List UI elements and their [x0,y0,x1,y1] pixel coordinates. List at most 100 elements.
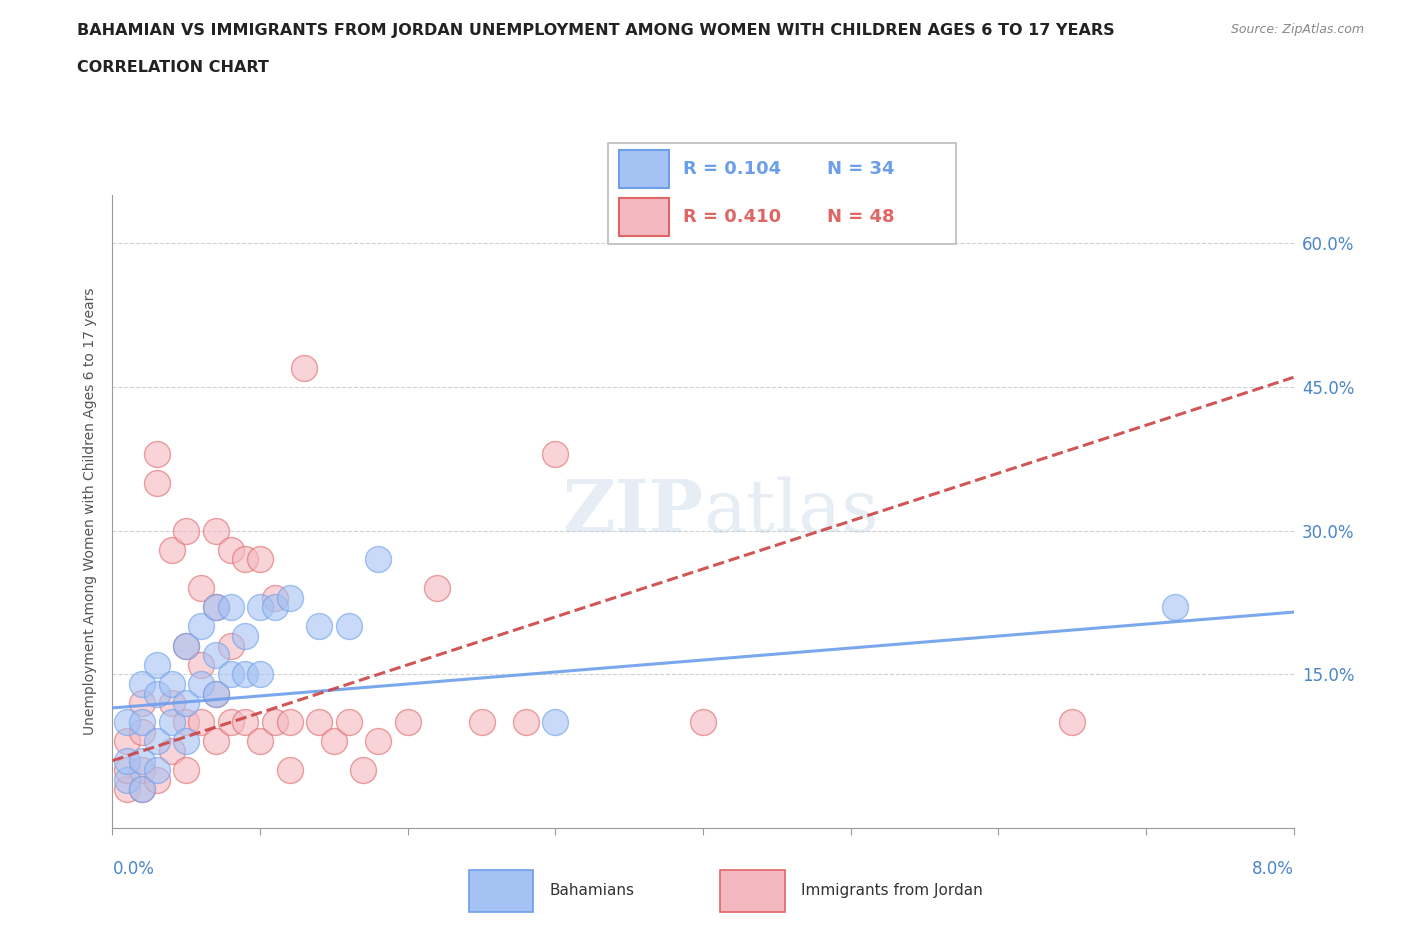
Text: atlas: atlas [703,476,879,547]
Text: Immigrants from Jordan: Immigrants from Jordan [800,883,983,898]
Point [160,696,183,711]
Point [117,715,138,730]
Text: N = 48: N = 48 [827,208,894,226]
Point [308,619,330,634]
Point [337,715,360,730]
Point [278,591,301,605]
Text: 8.0%: 8.0% [1251,860,1294,878]
Text: R = 0.104: R = 0.104 [683,160,782,178]
FancyBboxPatch shape [619,151,669,188]
Point [146,686,169,701]
Point [117,753,138,768]
Point [190,715,212,730]
Point [233,667,256,682]
Point [174,638,197,653]
Point [117,772,138,787]
Point [146,734,169,749]
Point [1062,715,1084,730]
Point [190,676,212,691]
Y-axis label: Unemployment Among Women with Children Ages 6 to 17 years: Unemployment Among Women with Children A… [83,287,97,736]
Point [233,552,256,567]
Point [471,715,494,730]
Point [264,600,287,615]
Text: ZIP: ZIP [562,476,703,547]
Point [131,753,153,768]
Text: R = 0.410: R = 0.410 [683,208,782,226]
Point [160,715,183,730]
Point [117,734,138,749]
Text: Source: ZipAtlas.com: Source: ZipAtlas.com [1230,23,1364,36]
Point [131,724,153,739]
Point [131,782,153,797]
Point [117,782,138,797]
Point [190,580,212,595]
Point [174,696,197,711]
Point [396,715,419,730]
Point [146,763,169,777]
Point [515,715,537,730]
Point [174,734,197,749]
Point [205,524,228,538]
Point [352,763,374,777]
Point [544,446,567,461]
Point [692,715,714,730]
Point [131,676,153,691]
Text: N = 34: N = 34 [827,160,894,178]
Point [160,744,183,759]
Point [292,360,315,375]
Text: CORRELATION CHART: CORRELATION CHART [77,60,269,75]
Point [117,763,138,777]
Point [131,715,153,730]
Point [233,629,256,644]
Point [146,446,169,461]
FancyBboxPatch shape [720,870,785,912]
FancyBboxPatch shape [470,870,533,912]
Point [337,619,360,634]
Point [249,600,271,615]
Point [264,591,287,605]
Point [249,667,271,682]
Point [131,763,153,777]
Point [219,600,242,615]
Text: BAHAMIAN VS IMMIGRANTS FROM JORDAN UNEMPLOYMENT AMONG WOMEN WITH CHILDREN AGES 6: BAHAMIAN VS IMMIGRANTS FROM JORDAN UNEMP… [77,23,1115,38]
Point [190,658,212,672]
Point [205,600,228,615]
Point [174,715,197,730]
Point [1164,600,1187,615]
Point [190,619,212,634]
Point [219,715,242,730]
Point [131,782,153,797]
Point [219,638,242,653]
Text: 0.0%: 0.0% [112,860,155,878]
Point [205,686,228,701]
Point [278,715,301,730]
Text: Bahamians: Bahamians [550,883,634,898]
Point [233,715,256,730]
Point [160,542,183,557]
FancyBboxPatch shape [619,198,669,236]
Point [146,772,169,787]
Point [146,475,169,490]
Point [131,696,153,711]
Point [426,580,449,595]
Point [249,734,271,749]
Point [205,734,228,749]
Point [544,715,567,730]
Point [205,686,228,701]
Point [205,600,228,615]
Point [278,763,301,777]
Point [160,676,183,691]
Point [174,638,197,653]
Point [146,658,169,672]
Point [323,734,346,749]
Point [249,552,271,567]
Point [367,734,389,749]
Point [205,648,228,663]
Point [264,715,287,730]
Point [308,715,330,730]
Point [367,552,389,567]
Point [219,667,242,682]
Point [219,542,242,557]
Point [174,763,197,777]
FancyBboxPatch shape [609,142,956,245]
